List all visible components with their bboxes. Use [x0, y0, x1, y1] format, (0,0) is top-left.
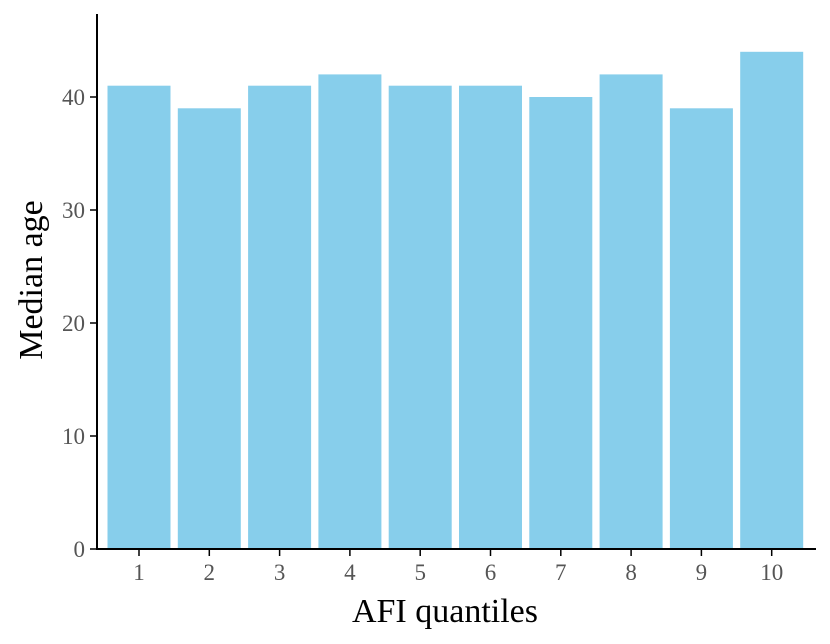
y-axis-ticks: 0 10 20 30 40 [62, 85, 97, 562]
x-tick-label: 9 [696, 560, 708, 585]
bar-5 [388, 85, 452, 549]
x-tick-label: 10 [760, 560, 783, 585]
x-tick-label: 8 [625, 560, 637, 585]
bar-9 [669, 108, 733, 550]
y-tick-label: 40 [62, 85, 85, 110]
bar-8 [599, 74, 663, 550]
y-tick-label: 20 [62, 311, 85, 336]
bar-7 [529, 97, 593, 549]
y-tick-label: 10 [62, 424, 85, 449]
bar-10 [740, 51, 804, 550]
x-axis-ticks: 1 2 3 4 5 6 7 8 9 10 [133, 549, 783, 585]
bar-4 [318, 74, 382, 550]
y-axis-title: Median age [13, 200, 50, 360]
y-tick-label: 0 [74, 537, 86, 562]
x-tick-label: 4 [344, 560, 356, 585]
x-tick-label: 3 [274, 560, 286, 585]
x-tick-label: 6 [485, 560, 497, 585]
bar-6 [459, 85, 522, 549]
bars-group [107, 51, 804, 550]
bar-2 [177, 108, 241, 550]
bar-1 [107, 85, 171, 549]
x-axis-title: AFI quantiles [352, 593, 538, 630]
bar-3 [248, 85, 312, 549]
x-tick-label: 5 [414, 560, 426, 585]
y-tick-label: 30 [62, 198, 85, 223]
x-tick-label: 2 [204, 560, 216, 585]
x-tick-label: 1 [133, 560, 145, 585]
x-tick-label: 7 [555, 560, 567, 585]
